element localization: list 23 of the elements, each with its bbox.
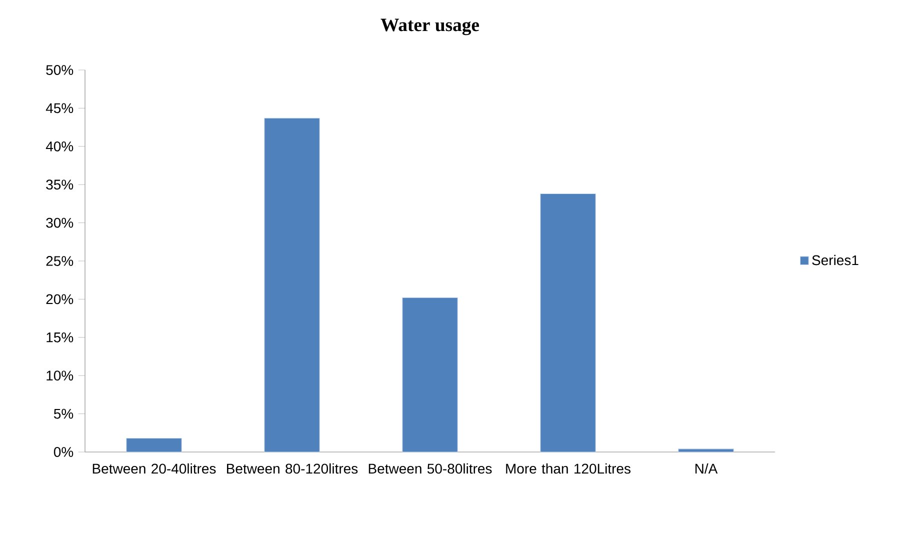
- bar: [678, 448, 734, 452]
- chart-title: Water usage: [380, 18, 480, 36]
- y-tick-label: 40%: [46, 141, 74, 152]
- y-tick-label: 0%: [54, 447, 74, 457]
- y-tick-label: 10%: [46, 370, 74, 381]
- x-tick-label: More than 120Litres: [506, 463, 630, 474]
- y-tick-label: 30%: [46, 218, 74, 228]
- y-tick-label: 50%: [46, 65, 74, 75]
- bar: [402, 297, 458, 452]
- x-tick-label: Between 80-120litres: [227, 463, 358, 474]
- legend-label: Series1: [812, 254, 858, 266]
- bar: [540, 193, 596, 452]
- y-tick-label: 45%: [46, 103, 74, 114]
- bar: [264, 118, 320, 452]
- y-tick-label: 35%: [46, 180, 74, 190]
- x-tick-label: N/A: [695, 463, 718, 474]
- x-tick-label: Between 20-40litres: [92, 463, 216, 474]
- y-tick-label: 20%: [46, 294, 74, 304]
- x-tick-label: Between 50-80litres: [368, 463, 492, 474]
- bar: [126, 438, 182, 452]
- y-tick-label: 25%: [46, 256, 74, 266]
- y-tick-label: 15%: [46, 332, 74, 342]
- y-tick-label: 5%: [54, 408, 74, 419]
